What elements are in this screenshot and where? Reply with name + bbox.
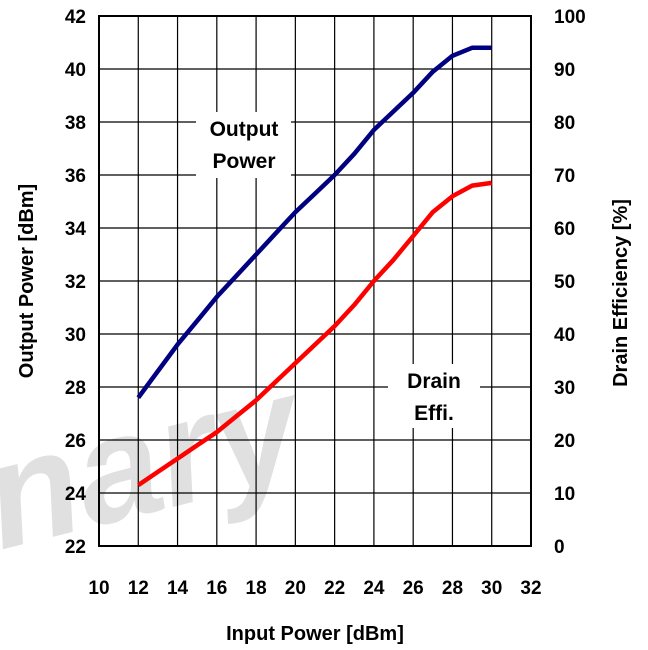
x-tick-label: 26 — [403, 578, 424, 599]
y-left-tick-label: 22 — [65, 537, 86, 558]
annotation-background — [388, 364, 480, 428]
y-right-tick-label: 60 — [554, 219, 575, 240]
y-right-tick-label: 90 — [554, 60, 575, 81]
y-right-tick-label: 80 — [554, 113, 575, 134]
y-right-tick-label: 20 — [554, 431, 575, 452]
annotation-layer: Output Power Drain Effi. — [196, 112, 480, 428]
y-left-tick-label: 26 — [65, 431, 86, 452]
annotation-background — [196, 112, 291, 178]
annotation-label: Effi. — [414, 402, 454, 425]
y-left-tick-label: 36 — [65, 166, 86, 187]
y-right-tick-label: 100 — [554, 7, 586, 28]
x-tick-label: 28 — [442, 578, 463, 599]
x-tick-label: 32 — [520, 578, 541, 599]
x-tick-label: 22 — [324, 578, 345, 599]
x-tick-label: 10 — [88, 578, 109, 599]
annotation-label: Drain — [407, 370, 461, 393]
y-axis-right-title: Drain Efficiency [%] — [610, 199, 632, 387]
x-tick-label: 12 — [128, 578, 149, 599]
y-left-tick-label: 42 — [65, 7, 86, 28]
y-right-tick-label: 50 — [554, 272, 575, 293]
y-right-tick-label: 0 — [554, 537, 565, 558]
x-tick-label: 18 — [246, 578, 267, 599]
annotation-label: Power — [212, 150, 275, 173]
x-axis-title: Input Power [dBm] — [226, 623, 404, 645]
y-left-tick-label: 40 — [65, 60, 86, 81]
y-right-tick-label: 40 — [554, 325, 575, 346]
y-left-tick-label: 34 — [65, 219, 87, 240]
x-tick-label: 24 — [363, 578, 385, 599]
y-right-tick-label: 70 — [554, 166, 575, 187]
series-layer — [136, 45, 493, 487]
series-line-drain-efficiency — [137, 180, 493, 487]
x-tick-label: 30 — [481, 578, 502, 599]
y-right-tick-label: 10 — [554, 484, 575, 505]
y-left-tick-label: 38 — [65, 113, 86, 134]
plot-frame — [98, 15, 532, 547]
y-left-tick-label: 24 — [65, 484, 87, 505]
y-right-tick-label: 30 — [554, 378, 575, 399]
x-tick-label: 20 — [285, 578, 306, 599]
series-line-output-power — [136, 45, 492, 399]
y-left-tick-label: 28 — [65, 378, 86, 399]
watermark-text: inary — [0, 340, 322, 591]
y-axis-left-title: Output Power [dBm] — [16, 184, 38, 378]
annotation-label: Output — [210, 118, 279, 141]
y-left-tick-label: 32 — [65, 272, 86, 293]
x-tick-label: 14 — [167, 578, 189, 599]
x-tick-label: 16 — [206, 578, 227, 599]
tick-labels: 10 12 14 16 18 20 22 24 26 28 30 32 22 24 26 28 30 32 34 36… — [65, 7, 586, 599]
y-left-tick-label: 30 — [65, 325, 86, 346]
